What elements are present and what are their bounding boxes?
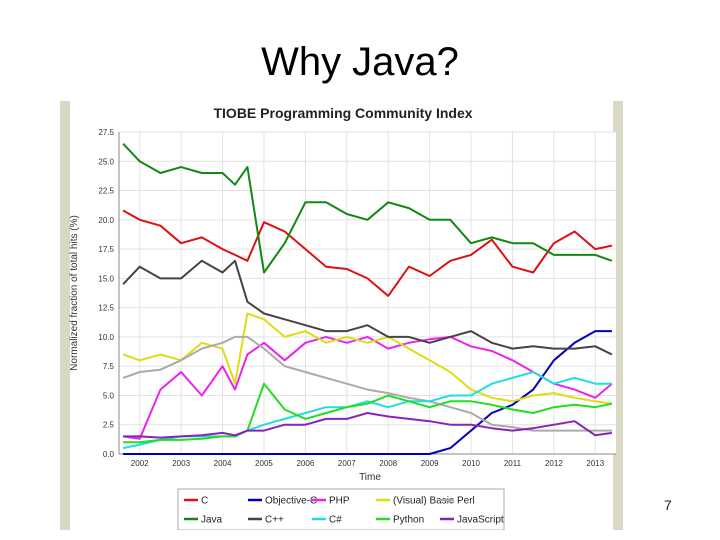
y-tick-label: 0.0	[103, 450, 115, 459]
y-axis-label: Normalized fraction of total hits (%)	[69, 215, 80, 371]
x-tick-label: 2012	[545, 459, 563, 468]
plot-area	[119, 132, 616, 454]
x-axis-label: Time	[359, 472, 381, 483]
x-tick-label: 2010	[462, 459, 480, 468]
series-line-python	[123, 382, 613, 444]
y-tick-label: 10.0	[98, 333, 114, 342]
x-tick-label: 2004	[214, 459, 232, 468]
series-line-objective-c	[123, 330, 612, 455]
series-line-javascript	[123, 412, 613, 439]
x-tick-label: 2002	[131, 459, 149, 468]
series-line-c	[122, 209, 613, 297]
y-tick-label: 7.5	[103, 362, 115, 371]
x-axis-ticks: 2002 2003 2004 2005 2006 2007 2008 2009 2010 2011…	[131, 459, 605, 468]
legend-label-c: C	[201, 496, 208, 507]
legend: C Objective-C PHP (Visual) Basic Perl Java C++…	[184, 496, 504, 526]
slide-title: Why Java?	[261, 40, 459, 84]
legend-label-c: C#	[329, 515, 342, 526]
legend-label-php: PHP	[329, 496, 350, 507]
x-tick-label: 2008	[379, 459, 397, 468]
legend-label-visual-basic: (Visual) Basic	[393, 496, 454, 507]
y-tick-label: 17.5	[98, 245, 114, 254]
y-tick-label: 22.5	[98, 187, 114, 196]
y-tick-label: 12.5	[98, 304, 114, 313]
chart-title: TIOBE Programming Community Index	[213, 105, 472, 121]
y-tick-label: 27.5	[98, 128, 114, 137]
series-layer	[122, 143, 613, 455]
series-line-perl	[122, 335, 612, 432]
series-line-c	[122, 259, 613, 356]
legend-label-python: Python	[393, 515, 424, 526]
legend-box	[177, 488, 505, 530]
x-tick-label: 2003	[172, 459, 190, 468]
y-tick-label: 5.0	[103, 391, 115, 400]
line-chart: TIOBE Programming Community Index 0.0 2.5…	[60, 101, 623, 530]
series-line-visual-basic	[122, 312, 613, 405]
x-tick-label: 2007	[338, 459, 356, 468]
x-tick-label: 2006	[296, 459, 314, 468]
x-tick-label: 2011	[504, 459, 522, 468]
x-tick-label: 2009	[421, 459, 439, 468]
x-tick-label: 2005	[255, 459, 273, 468]
y-tick-label: 20.0	[98, 216, 114, 225]
y-tick-label: 2.5	[103, 421, 115, 430]
page-number: 7	[664, 497, 672, 513]
series-line-java	[122, 143, 613, 274]
legend-label-java: Java	[201, 515, 223, 526]
x-tick-label: 2013	[586, 459, 604, 468]
chart-figure: TIOBE Programming Community Index 0.0 2.5…	[60, 101, 623, 530]
series-line-c	[122, 371, 612, 450]
y-tick-label: 25.0	[98, 157, 114, 166]
y-axis-ticks: 0.0 2.5 5.0 7.5 10.0 12.5 15.0 17.5 20.0 22.5 25.0…	[98, 128, 114, 459]
legend-label-perl: Perl	[457, 496, 475, 507]
y-tick-label: 15.0	[98, 274, 114, 283]
legend-label-objective-c: Objective-C	[265, 496, 317, 507]
legend-label-javascript: JavaScript	[457, 515, 504, 526]
legend-label-c: C++	[265, 515, 284, 526]
